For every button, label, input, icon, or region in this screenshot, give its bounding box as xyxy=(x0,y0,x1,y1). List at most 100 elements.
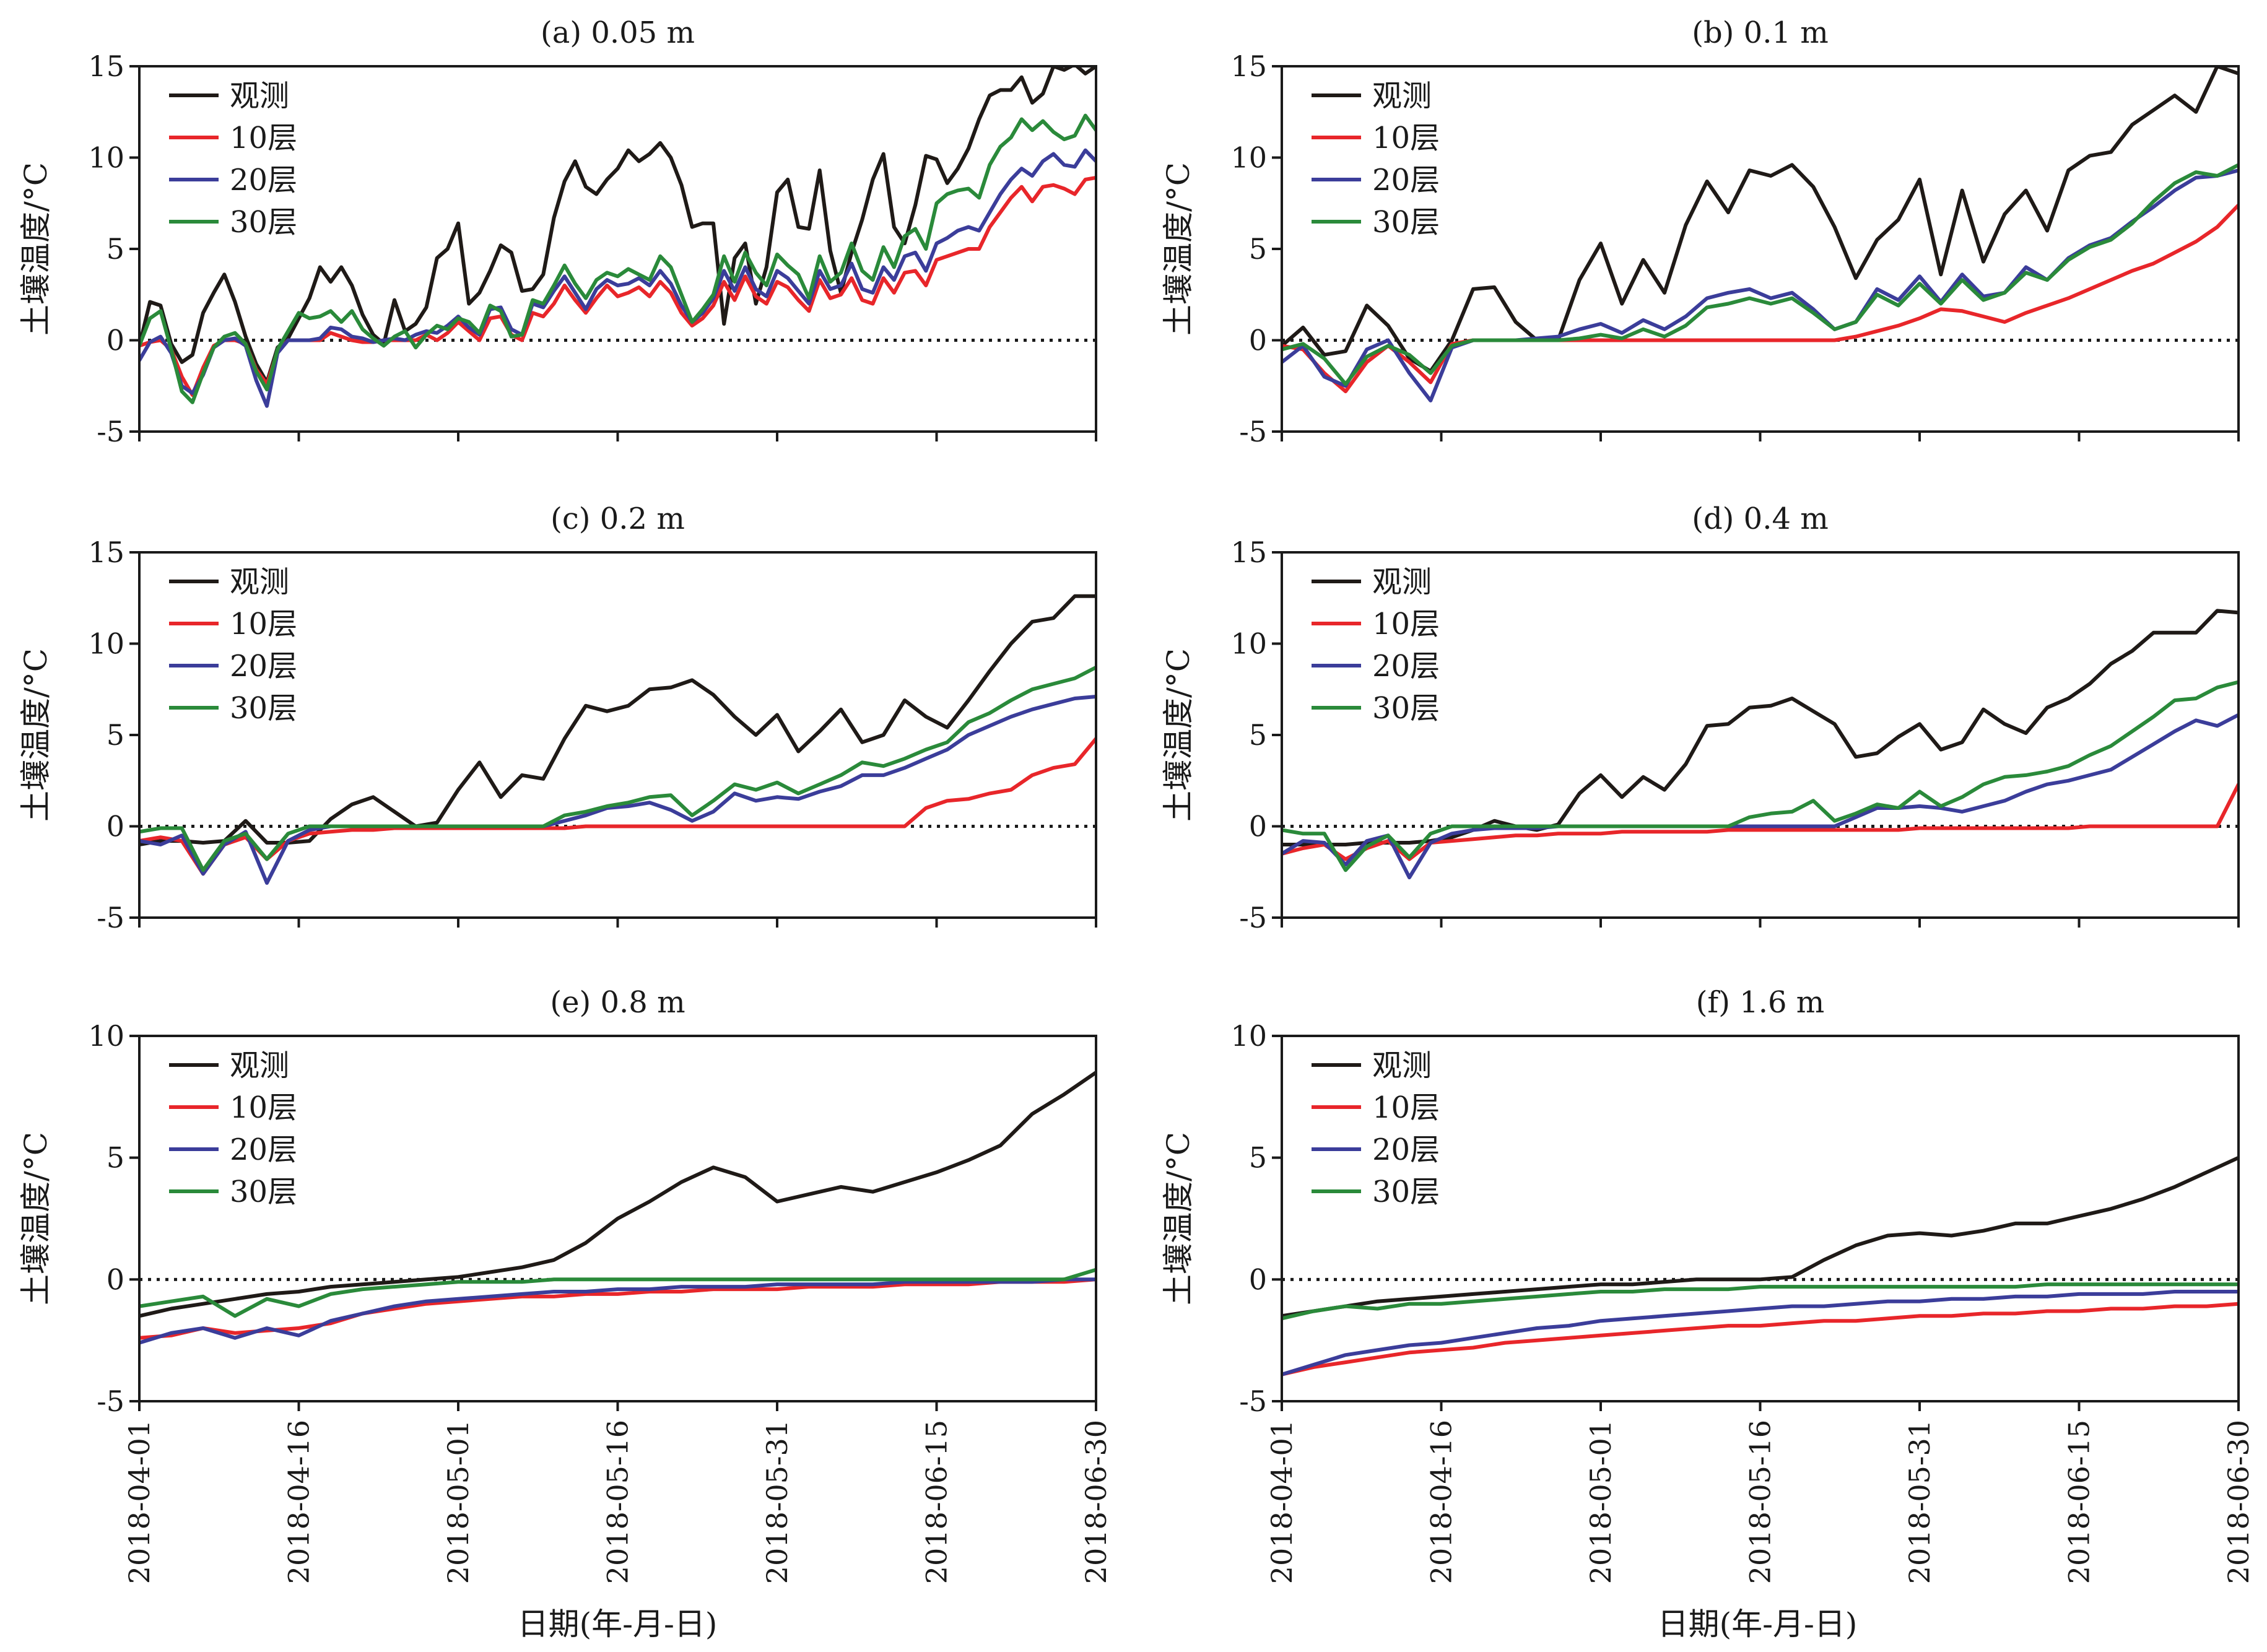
y-axis-label: 土壤温度/°C xyxy=(18,1132,54,1305)
series-group xyxy=(1282,1155,2239,1376)
x-tick-label: 2018-04-16 xyxy=(1425,1420,1458,1584)
series-line xyxy=(139,1267,1096,1318)
legend-label: 观测 xyxy=(1372,565,1432,599)
legend: 观测 10层 20层 30层 xyxy=(1312,1048,1440,1209)
series-line xyxy=(1282,163,2239,386)
x-tick-label: 2018-06-15 xyxy=(2063,1420,2096,1584)
legend-label: 10层 xyxy=(230,607,297,641)
y-tick-label: 5 xyxy=(1249,718,1267,752)
legend: 观测 10层 20层 30层 xyxy=(1312,565,1440,726)
legend-label: 20层 xyxy=(230,649,297,684)
legend-label: 观测 xyxy=(230,1048,289,1083)
legend-label: 20层 xyxy=(1372,1132,1440,1167)
series-group xyxy=(1282,66,2239,402)
legend: 观测 10层 20层 30层 xyxy=(1312,79,1440,240)
y-axis-label: 土壤温度/°C xyxy=(18,648,54,822)
series-line xyxy=(1282,203,2239,394)
series-line xyxy=(1282,66,2239,373)
series-line xyxy=(139,1277,1096,1345)
y-axis-label: 土壤温度/°C xyxy=(1160,648,1196,822)
x-tick-label: 2018-06-30 xyxy=(1079,1420,1113,1584)
legend-label: 20层 xyxy=(230,1132,297,1167)
x-tick-label: 2018-04-16 xyxy=(282,1420,316,1584)
legend-label: 20层 xyxy=(1372,163,1440,198)
x-tick-label: 2018-06-15 xyxy=(920,1420,954,1584)
y-tick-label: 0 xyxy=(107,324,124,357)
legend: 观测 10层 20层 30层 xyxy=(169,565,297,726)
x-tick-label: 2018-05-16 xyxy=(1744,1420,1777,1584)
y-tick-label: 10 xyxy=(88,1019,124,1053)
chart-panel: (a) 0.05 m 土壤温度/°C -5 0 5 10 15 观测 10层 20层 30层 xyxy=(18,15,1097,448)
legend-label: 30层 xyxy=(230,205,297,240)
legend-label: 30层 xyxy=(1372,205,1440,240)
y-tick-label: 10 xyxy=(1230,141,1267,175)
series-line xyxy=(1282,782,2239,861)
y-tick-label: 15 xyxy=(1230,536,1267,569)
y-axis-label: 土壤温度/°C xyxy=(1160,162,1196,336)
y-tick-label: -5 xyxy=(97,901,124,934)
chart-panel: (b) 0.1 m 土壤温度/°C -5 0 5 10 15 观测 10层 20层 30层 xyxy=(1160,15,2240,448)
x-tick-label: 2018-06-30 xyxy=(2222,1420,2255,1584)
series-group xyxy=(139,1071,1096,1345)
x-tick-label: 2018-04-01 xyxy=(123,1420,156,1584)
x-tick-label: 2018-05-16 xyxy=(601,1420,635,1584)
x-tick-label: 2018-05-01 xyxy=(442,1420,475,1584)
y-tick-label: 10 xyxy=(88,141,124,175)
y-tick-label: 5 xyxy=(107,718,124,752)
legend: 观测 10层 20层 30层 xyxy=(169,1048,297,1209)
series-line xyxy=(1282,1155,2239,1318)
y-tick-label: 5 xyxy=(1249,1141,1267,1175)
chart-title: (e) 0.8 m xyxy=(550,985,685,1020)
y-tick-label: 10 xyxy=(1230,627,1267,661)
y-tick-label: -5 xyxy=(1239,901,1267,934)
chart-panel: (e) 0.8 m 土壤温度/°C -5 0 5 10 2018-04-01 2018-04-… xyxy=(18,985,1113,1584)
series-line xyxy=(139,594,1096,846)
y-tick-label: 15 xyxy=(88,50,124,83)
series-group xyxy=(139,594,1096,885)
y-tick-label: 5 xyxy=(1249,232,1267,266)
series-line xyxy=(1282,713,2239,880)
y-tick-label: 15 xyxy=(1230,50,1267,83)
y-axis-label: 土壤温度/°C xyxy=(18,162,54,336)
y-tick-label: 10 xyxy=(1230,1019,1267,1053)
legend-label: 观测 xyxy=(230,565,289,599)
legend: 观测 10层 20层 30层 xyxy=(169,79,297,240)
legend-label: 10层 xyxy=(230,1090,297,1125)
y-tick-label: -5 xyxy=(1239,1385,1267,1418)
panels-container: (a) 0.05 m土壤温度/°C-5051015观测10层20层30层(b) … xyxy=(18,15,2255,1584)
series-group xyxy=(139,66,1096,408)
y-tick-label: -5 xyxy=(97,415,124,448)
legend-label: 20层 xyxy=(230,163,297,198)
series-line xyxy=(139,665,1096,872)
legend-label: 观测 xyxy=(1372,1048,1432,1083)
legend-label: 30层 xyxy=(1372,1175,1440,1209)
chart-panel: (d) 0.4 m 土壤温度/°C -5 0 5 10 15 观测 10层 20层 30层 xyxy=(1160,502,2240,934)
x-tick-label: 2018-05-31 xyxy=(760,1420,794,1584)
legend-label: 10层 xyxy=(1372,1090,1440,1125)
x-tick-label: 2018-05-01 xyxy=(1584,1420,1617,1584)
series-line xyxy=(139,1071,1096,1318)
chart-title: (f) 1.6 m xyxy=(1696,985,1825,1020)
y-axis-label: 土壤温度/°C xyxy=(1160,1132,1196,1305)
series-line xyxy=(1282,680,2239,872)
series-line xyxy=(1282,1302,2239,1376)
y-tick-label: 0 xyxy=(1249,1263,1267,1296)
chart-title: (d) 0.4 m xyxy=(1692,502,1829,536)
legend-label: 30层 xyxy=(230,1175,297,1209)
y-tick-label: 0 xyxy=(1249,324,1267,357)
x-tick-label: 2018-05-31 xyxy=(1903,1420,1936,1584)
x-tick-label: 2018-04-01 xyxy=(1265,1420,1299,1584)
series-line xyxy=(139,695,1096,885)
series-group xyxy=(1282,609,2239,880)
legend-label: 20层 xyxy=(1372,649,1440,684)
series-line xyxy=(139,113,1096,404)
series-line xyxy=(139,66,1096,385)
y-tick-label: 5 xyxy=(107,232,124,266)
series-line xyxy=(139,1277,1096,1340)
y-tick-label: 15 xyxy=(88,536,124,569)
legend-label: 10层 xyxy=(1372,607,1440,641)
legend-label: 10层 xyxy=(230,121,297,155)
legend-label: 10层 xyxy=(1372,121,1440,155)
series-line xyxy=(139,148,1096,408)
